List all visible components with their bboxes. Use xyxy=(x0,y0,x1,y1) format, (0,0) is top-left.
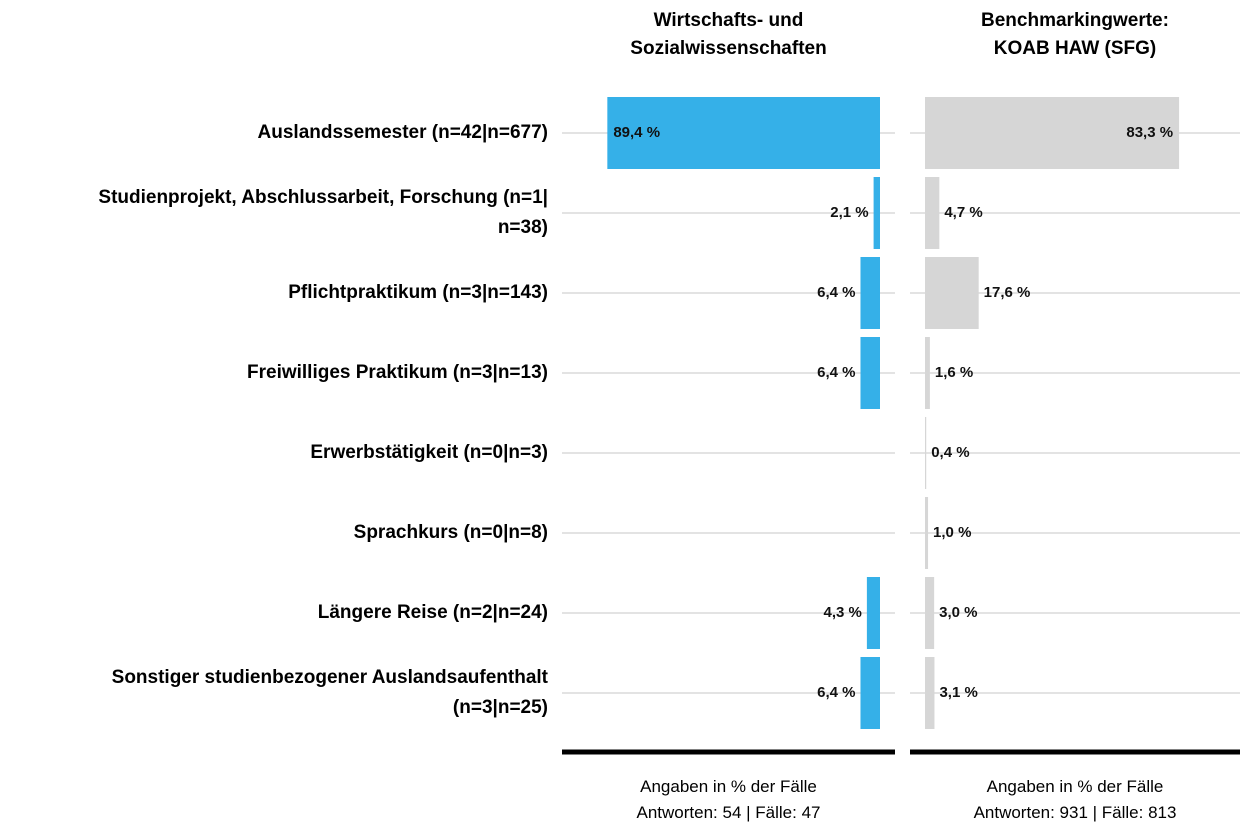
category-label: Sonstiger studienbezogener Auslandsaufen… xyxy=(111,667,548,718)
bar xyxy=(860,337,880,409)
bar xyxy=(866,577,880,649)
bar xyxy=(925,337,930,409)
value-label: 83,3 % xyxy=(1126,124,1173,141)
bar xyxy=(925,497,929,569)
value-label: 0,4 % xyxy=(931,444,969,461)
category-label: Längere Reise (n=2|n=24) xyxy=(317,602,548,623)
bar xyxy=(925,657,935,729)
value-label: 2,1 % xyxy=(830,204,868,221)
value-label: 1,6 % xyxy=(935,364,973,381)
value-label: 3,0 % xyxy=(939,604,977,621)
category-label: Auslandssemester (n=42|n=677) xyxy=(257,122,548,143)
value-label: 4,7 % xyxy=(944,204,982,221)
bar xyxy=(925,257,979,329)
value-label: 6,4 % xyxy=(817,364,855,381)
value-label: 4,3 % xyxy=(824,604,862,621)
value-label: 1,0 % xyxy=(933,524,971,541)
bar xyxy=(860,257,880,329)
panel-title: Wirtschafts- und Sozialwissenschaften xyxy=(630,10,827,59)
bar xyxy=(873,177,880,249)
category-label: Pflichtpraktikum (n=3|n=143) xyxy=(288,282,548,303)
value-label: 89,4 % xyxy=(613,124,660,141)
bar xyxy=(925,97,1180,169)
bar xyxy=(925,577,935,649)
bar xyxy=(925,177,940,249)
footnote: Angaben in % der Fälle xyxy=(640,777,817,796)
panel-title: Benchmarkingwerte: KOAB HAW (SFG) xyxy=(981,10,1169,59)
footnote: Angaben in % der Fälle xyxy=(986,777,1164,796)
category-label: Sprachkurs (n=0|n=8) xyxy=(353,522,548,543)
bar xyxy=(925,417,927,489)
footnote: Antworten: 931 | Fälle: 813 xyxy=(973,803,1177,822)
category-label: Studienprojekt, Abschlussarbeit, Forschu… xyxy=(98,187,548,238)
bar xyxy=(860,657,880,729)
category-label: Freiwilliges Praktikum (n=3|n=13) xyxy=(247,362,548,383)
footnote: Antworten: 54 | Fälle: 47 xyxy=(636,803,821,822)
value-label: 3,1 % xyxy=(939,684,977,701)
category-label: Erwerbstätigkeit (n=0|n=3) xyxy=(310,442,548,463)
bar xyxy=(607,97,880,169)
value-label: 17,6 % xyxy=(984,284,1031,301)
value-label: 6,4 % xyxy=(817,684,855,701)
value-label: 6,4 % xyxy=(817,284,855,301)
